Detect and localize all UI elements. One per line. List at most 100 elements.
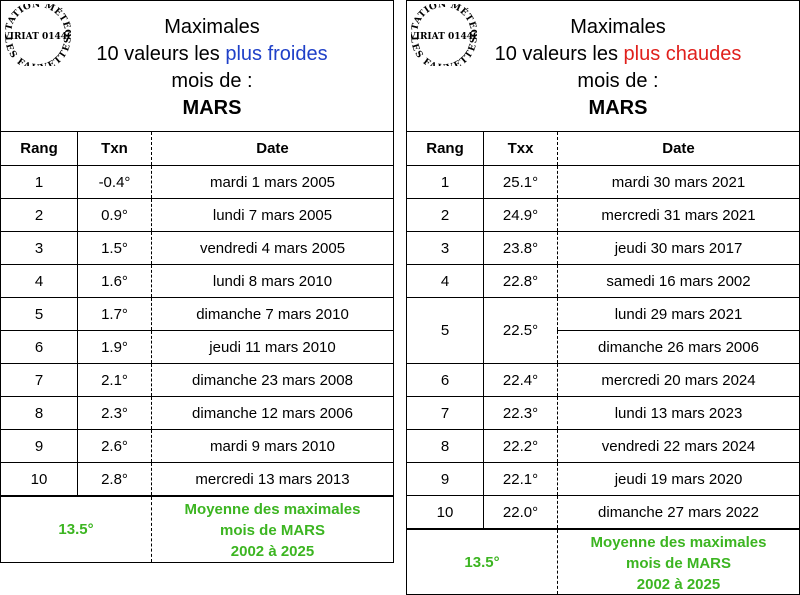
table-row: 10 2.8° mercredi 13 mars 2013 <box>1 462 393 496</box>
hot-average-label: Moyenne des maximales mois de MARS 2002 à … <box>557 530 799 594</box>
temp-cell: 22.1° <box>483 462 558 496</box>
temp-cell: 22.8° <box>483 264 558 298</box>
temp-cell: 22.4° <box>483 363 558 397</box>
col-temp: Txx <box>483 132 558 166</box>
table-row: 1 25.1° mardi 30 mars 2021 <box>407 165 799 199</box>
station-stamp-logo: STATION MÉTÉO VIRIAT 01440 LES FAUVETTES <box>5 4 71 66</box>
temp-cell: 22.0° <box>483 495 558 529</box>
temp-cell: 2.1° <box>77 363 152 397</box>
table-row: 2 24.9° mercredi 31 mars 2021 <box>407 198 799 232</box>
table-row: 4 22.8° samedi 16 mars 2002 <box>407 264 799 298</box>
hot-footer: 13.5° Moyenne des maximales mois de MARS 2… <box>407 528 799 594</box>
table-row: 3 23.8° jeudi 30 mars 2017 <box>407 231 799 265</box>
date-cell: vendredi 22 mars 2024 <box>557 429 799 463</box>
temp-cell: 22.3° <box>483 396 558 430</box>
cold-subtitle: 10 valeurs les plus froides <box>96 43 328 65</box>
temp-cell: 23.8° <box>483 231 558 265</box>
cold-average-label: Moyenne des maximales mois de MARS 2002 à … <box>151 497 393 562</box>
table-row: 4 1.6° lundi 8 mars 2010 <box>1 264 393 298</box>
date-cell: mercredi 20 mars 2024 <box>557 363 799 397</box>
temp-cell: 1.5° <box>77 231 152 265</box>
table-row: 2 0.9° lundi 7 mars 2005 <box>1 198 393 232</box>
rank-cell: 10 <box>1 462 78 496</box>
rank-cell: 8 <box>407 429 484 463</box>
date-cell: lundi 13 mars 2023 <box>557 396 799 430</box>
svg-text:VIRIAT 01440: VIRIAT 01440 <box>5 32 71 42</box>
rank-cell: 5 <box>1 297 78 331</box>
temp-cell: 22.2° <box>483 429 558 463</box>
date-cell: jeudi 11 mars 2010 <box>151 330 393 364</box>
date-cell: mardi 1 mars 2005 <box>151 165 393 199</box>
col-temp: Txn <box>77 132 152 166</box>
table-row: 10 22.0° dimanche 27 mars 2022 <box>407 495 799 529</box>
rank-cell: 6 <box>1 330 78 364</box>
date-cell: dimanche 26 mars 2006 <box>557 330 799 364</box>
hot-table: Rang Txx Date 1 25.1° mardi 30 mars 2021 2… <box>407 132 799 529</box>
table-row: 9 22.1° jeudi 19 mars 2020 <box>407 462 799 496</box>
temp-cell: 24.9° <box>483 198 558 232</box>
col-date: Date <box>151 132 393 166</box>
rank-cell: 3 <box>407 231 484 265</box>
hot-month-label: mois de : <box>577 70 659 92</box>
date-cell: dimanche 23 mars 2008 <box>151 363 393 397</box>
date-cell: mercredi 13 mars 2013 <box>151 462 393 496</box>
rank-cell: 2 <box>1 198 78 232</box>
rank-cell: 9 <box>407 462 484 496</box>
table-row: 7 22.3° lundi 13 mars 2023 <box>407 396 799 430</box>
table-header-row: Rang Txn Date <box>1 132 393 166</box>
hot-header: STATION MÉTÉO VIRIAT 01440 LES FAUVETTES… <box>407 0 799 132</box>
col-rank: Rang <box>407 132 484 166</box>
temp-cell: 2.3° <box>77 396 152 430</box>
rank-cell: 2 <box>407 198 484 232</box>
rank-cell: 6 <box>407 363 484 397</box>
temp-cell: -0.4° <box>77 165 152 199</box>
rank-cell: 4 <box>1 264 78 298</box>
date-cell: jeudi 19 mars 2020 <box>557 462 799 496</box>
date-cell: dimanche 27 mars 2022 <box>557 495 799 529</box>
temp-cell: 1.7° <box>77 297 152 331</box>
date-cell: lundi 8 mars 2010 <box>151 264 393 298</box>
rank-cell: 10 <box>407 495 484 529</box>
date-cell: lundi 7 mars 2005 <box>151 198 393 232</box>
date-cell: samedi 16 mars 2002 <box>557 264 799 298</box>
col-rank: Rang <box>1 132 78 166</box>
rank-cell: 1 <box>1 165 78 199</box>
temp-cell: 2.6° <box>77 429 152 463</box>
cold-month-label: mois de : <box>171 70 253 92</box>
hot-average-value: 13.5° <box>464 553 500 571</box>
hot-subtitle: 10 valeurs les plus chaudes <box>494 43 742 65</box>
temp-cell: 1.6° <box>77 264 152 298</box>
temp-cell: 22.5° <box>483 297 558 364</box>
rank-cell: 4 <box>407 264 484 298</box>
rank-cell: 9 <box>1 429 78 463</box>
cold-average-value: 13.5° <box>58 521 94 538</box>
rank-cell: 1 <box>407 165 484 199</box>
date-cell: dimanche 7 mars 2010 <box>151 297 393 331</box>
date-cell: jeudi 30 mars 2017 <box>557 231 799 265</box>
cold-month: MARS <box>182 97 242 119</box>
date-cell: dimanche 12 mars 2006 <box>151 396 393 430</box>
hot-title: Maximales <box>570 16 666 38</box>
table-row: 6 22.4° mercredi 20 mars 2024 <box>407 363 799 397</box>
rank-cell: 3 <box>1 231 78 265</box>
rank-cell: 7 <box>1 363 78 397</box>
cold-footer: 13.5° Moyenne des maximales mois de MARS 2… <box>1 495 393 562</box>
temp-cell: 25.1° <box>483 165 558 199</box>
rank-cell: 8 <box>1 396 78 430</box>
station-stamp-logo: STATION MÉTÉO VIRIAT 01440 LES FAUVETTES <box>411 4 477 66</box>
cold-title: Maximales <box>164 16 260 38</box>
table-row: dimanche 26 mars 2006 <box>407 330 799 364</box>
temp-cell: 0.9° <box>77 198 152 232</box>
temp-cell: 1.9° <box>77 330 152 364</box>
rank-cell: 7 <box>407 396 484 430</box>
svg-text:VIRIAT 01440: VIRIAT 01440 <box>411 32 477 42</box>
table-row: 1 -0.4° mardi 1 mars 2005 <box>1 165 393 199</box>
date-cell: mardi 9 mars 2010 <box>151 429 393 463</box>
table-row: 9 2.6° mardi 9 mars 2010 <box>1 429 393 463</box>
temp-cell: 2.8° <box>77 462 152 496</box>
table-row: 5 1.7° dimanche 7 mars 2010 <box>1 297 393 331</box>
date-cell: mardi 30 mars 2021 <box>557 165 799 199</box>
date-cell: vendredi 4 mars 2005 <box>151 231 393 265</box>
table-row: 3 1.5° vendredi 4 mars 2005 <box>1 231 393 265</box>
